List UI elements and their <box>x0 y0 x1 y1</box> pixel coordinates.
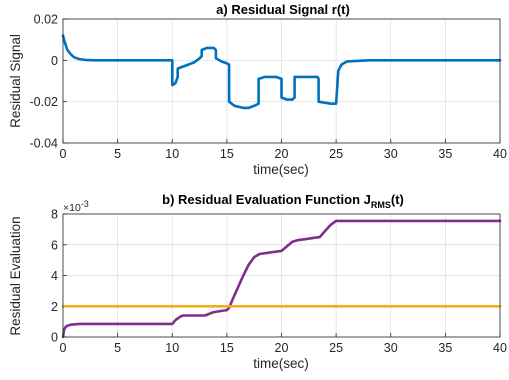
y-exponent-base: ×10 <box>63 202 81 214</box>
residual-signal-xtick-label: 25 <box>329 147 343 161</box>
residual-evaluation-series <box>61 219 502 339</box>
y-exponent-power: -3 <box>81 199 89 209</box>
residual-signal-series-line-1 <box>61 34 502 110</box>
residual-signal-xlabel: time(sec) <box>253 162 309 177</box>
residual-evaluation-series-line-1 <box>61 219 502 339</box>
residual-evaluation-ytick-label: 2 <box>51 300 58 314</box>
residual-signal-xtick-label: 30 <box>384 147 398 161</box>
residual-evaluation-xtick-label: 5 <box>114 341 121 355</box>
residual-signal-panel: a) Residual Signal r(t) 0 5 10 15 20 25 30 35 40… <box>8 2 507 177</box>
residual-signal-axes-box <box>62 18 501 144</box>
residual-signal-xtick-label: 35 <box>438 147 452 161</box>
residual-signal-ytick-label: 0 <box>51 54 58 68</box>
residual-evaluation-ytick-label: 8 <box>51 208 58 222</box>
residual-signal-title: a) Residual Signal r(t) <box>216 2 350 17</box>
residual-signal-ytick-label: -0.04 <box>30 137 59 151</box>
residual-evaluation-title: b) Residual Evaluation Function JRMS(t) <box>162 192 404 210</box>
residual-signal-xtick-label: 15 <box>220 147 234 161</box>
residual-evaluation-xtick-label: 20 <box>275 341 289 355</box>
residual-evaluation-xtick-label: 40 <box>493 341 507 355</box>
residual-signal-ticks: 0 5 10 15 20 25 30 35 40 -0.04 -0.02 0 0.02 <box>30 13 507 162</box>
residual-evaluation-title-main: b) Residual Evaluation Function J <box>162 192 371 207</box>
residual-evaluation-axes-box <box>62 213 501 338</box>
residual-evaluation-xtick-label: 15 <box>220 341 234 355</box>
residual-signal-ytick-label: 0.02 <box>34 13 58 27</box>
residual-evaluation-xlabel: time(sec) <box>253 356 309 371</box>
residual-evaluation-title-sub: RMS <box>371 200 391 210</box>
residual-signal-xtick-label: 0 <box>60 147 67 161</box>
residual-evaluation-ytick-label: 0 <box>51 331 58 345</box>
residual-signal-xtick-label: 10 <box>165 147 179 161</box>
residual-signal-ylabel: Residual Signal <box>8 34 23 128</box>
residual-evaluation-ylabel: Residual Evaluation <box>8 216 23 335</box>
residual-evaluation-xtick-label: 10 <box>165 341 179 355</box>
residual-evaluation-y-exponent: ×10-3 <box>63 199 89 214</box>
residual-signal-series <box>61 34 502 110</box>
residual-signal-xtick-label: 5 <box>114 147 121 161</box>
residual-evaluation-ytick-label: 6 <box>51 238 58 252</box>
residual-signal-xtick-label: 40 <box>493 147 507 161</box>
residual-evaluation-title-tail: (t) <box>391 192 404 207</box>
residual-evaluation-panel: b) Residual Evaluation Function JRMS(t) … <box>8 192 507 371</box>
residual-evaluation-xtick-label: 30 <box>384 341 398 355</box>
residual-evaluation-ytick-label: 4 <box>51 269 58 283</box>
residual-evaluation-xtick-label: 25 <box>329 341 343 355</box>
residual-signal-xtick-label: 20 <box>275 147 289 161</box>
residual-signal-ytick-label: -0.02 <box>30 95 59 109</box>
residual-evaluation-xtick-label: 35 <box>438 341 452 355</box>
residual-evaluation-xtick-label: 0 <box>60 341 67 355</box>
residual-evaluation-ticks: 0 5 10 15 20 25 30 35 40 0 2 4 6 8 <box>51 208 507 356</box>
